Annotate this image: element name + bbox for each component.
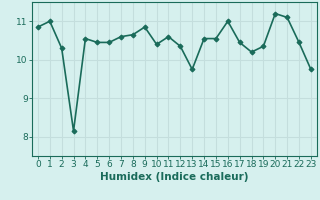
X-axis label: Humidex (Indice chaleur): Humidex (Indice chaleur) xyxy=(100,172,249,182)
